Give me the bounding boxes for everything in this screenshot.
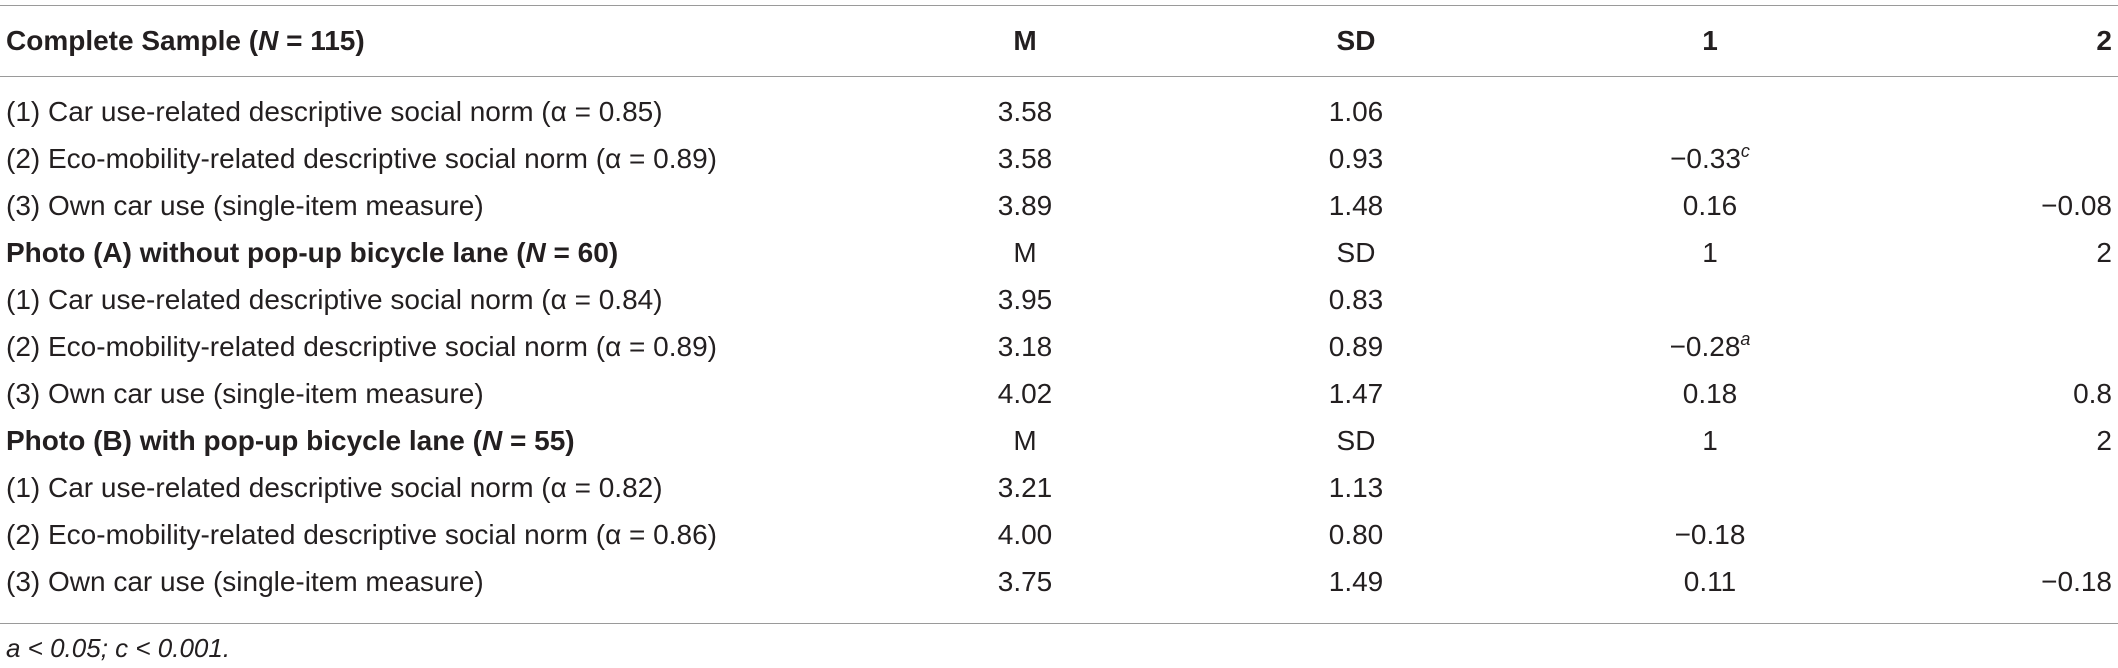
row-m: 3.58	[997, 143, 1053, 174]
row-col-2: −0.18	[2041, 566, 2112, 597]
header-col-1: 1	[1702, 25, 1718, 56]
group-b-sd: SD	[1336, 425, 1376, 456]
table-row: (1) Car use-related descriptive social n…	[0, 276, 2118, 323]
header-m: M	[1013, 25, 1037, 56]
row-col-1: −0.18	[1674, 519, 1746, 550]
row-m: 3.95	[997, 284, 1053, 315]
table-row: (3) Own car use (single-item measure) 3.…	[0, 182, 2118, 229]
row-col-1: −0.33c	[1670, 141, 1750, 174]
group-a-col-1: 1	[1702, 237, 1718, 268]
row-label: (1) Car use-related descriptive social n…	[6, 472, 663, 503]
group-a-sd: SD	[1336, 237, 1376, 268]
table-row: (2) Eco-mobility-related descriptive soc…	[0, 135, 2118, 182]
row-sd: 1.48	[1328, 190, 1384, 221]
row-label: (2) Eco-mobility-related descriptive soc…	[6, 143, 717, 174]
row-m: 3.58	[997, 96, 1053, 127]
row-sd: 0.89	[1328, 331, 1384, 362]
row-label: (3) Own car use (single-item measure)	[6, 566, 484, 597]
row-sd: 1.06	[1328, 96, 1384, 127]
row-m: 3.21	[997, 472, 1053, 503]
row-label: (1) Car use-related descriptive social n…	[6, 284, 663, 315]
table-row: (3) Own car use (single-item measure) 4.…	[0, 370, 2118, 417]
row-sd: 0.80	[1328, 519, 1384, 550]
row-col-1: −0.28a	[1669, 329, 1751, 362]
table-bottom-rule	[0, 623, 2118, 624]
row-label: (1) Car use-related descriptive social n…	[6, 96, 663, 127]
table-header-row: Complete Sample (N = 115) M SD 1 2	[0, 17, 2118, 64]
table-row: (2) Eco-mobility-related descriptive soc…	[0, 323, 2118, 370]
row-sd: 1.49	[1328, 566, 1384, 597]
group-b-col-1: 1	[1702, 425, 1718, 456]
group-a-header-row: Photo (A) without pop-up bicycle lane (N…	[0, 229, 2118, 276]
group-b-label: Photo (B) with pop-up bicycle lane (N = …	[6, 425, 575, 456]
row-sd: 1.13	[1328, 472, 1384, 503]
row-label: (3) Own car use (single-item measure)	[6, 190, 484, 221]
row-m: 3.75	[997, 566, 1053, 597]
row-col-2: −0.08	[2041, 190, 2112, 221]
table-row: (1) Car use-related descriptive social n…	[0, 88, 2118, 135]
row-col-1: 0.16	[1682, 190, 1738, 221]
row-col-2: 0.8	[2073, 378, 2112, 409]
header-col-2: 2	[2096, 25, 2112, 56]
row-m: 3.18	[997, 331, 1053, 362]
table-row: (1) Car use-related descriptive social n…	[0, 464, 2118, 511]
group-a-col-2: 2	[2096, 237, 2112, 268]
header-sample-label: Complete Sample (N = 115)	[6, 25, 365, 56]
group-a-label: Photo (A) without pop-up bicycle lane (N…	[6, 237, 619, 268]
table-row: (3) Own car use (single-item measure) 3.…	[0, 558, 2118, 605]
table-footnote: a < 0.05; c < 0.001.	[6, 633, 231, 663]
group-b-header-row: Photo (B) with pop-up bicycle lane (N = …	[0, 417, 2118, 464]
group-a-m: M	[1013, 237, 1037, 268]
row-m: 4.00	[997, 519, 1053, 550]
row-m: 4.02	[997, 378, 1053, 409]
group-b-m: M	[1013, 425, 1037, 456]
row-col-1: 0.11	[1683, 566, 1737, 597]
row-col-1: 0.18	[1682, 378, 1738, 409]
header-sd: SD	[1336, 25, 1376, 56]
row-m: 3.89	[997, 190, 1053, 221]
row-label: (3) Own car use (single-item measure)	[6, 378, 484, 409]
table-header-rule	[0, 76, 2118, 77]
row-sd: 1.47	[1328, 378, 1384, 409]
table-top-rule	[0, 5, 2118, 6]
row-sd: 0.83	[1328, 284, 1384, 315]
row-label: (2) Eco-mobility-related descriptive soc…	[6, 519, 717, 550]
table-row: (2) Eco-mobility-related descriptive soc…	[0, 511, 2118, 558]
row-label: (2) Eco-mobility-related descriptive soc…	[6, 331, 717, 362]
group-b-col-2: 2	[2096, 425, 2112, 456]
row-sd: 0.93	[1328, 143, 1384, 174]
